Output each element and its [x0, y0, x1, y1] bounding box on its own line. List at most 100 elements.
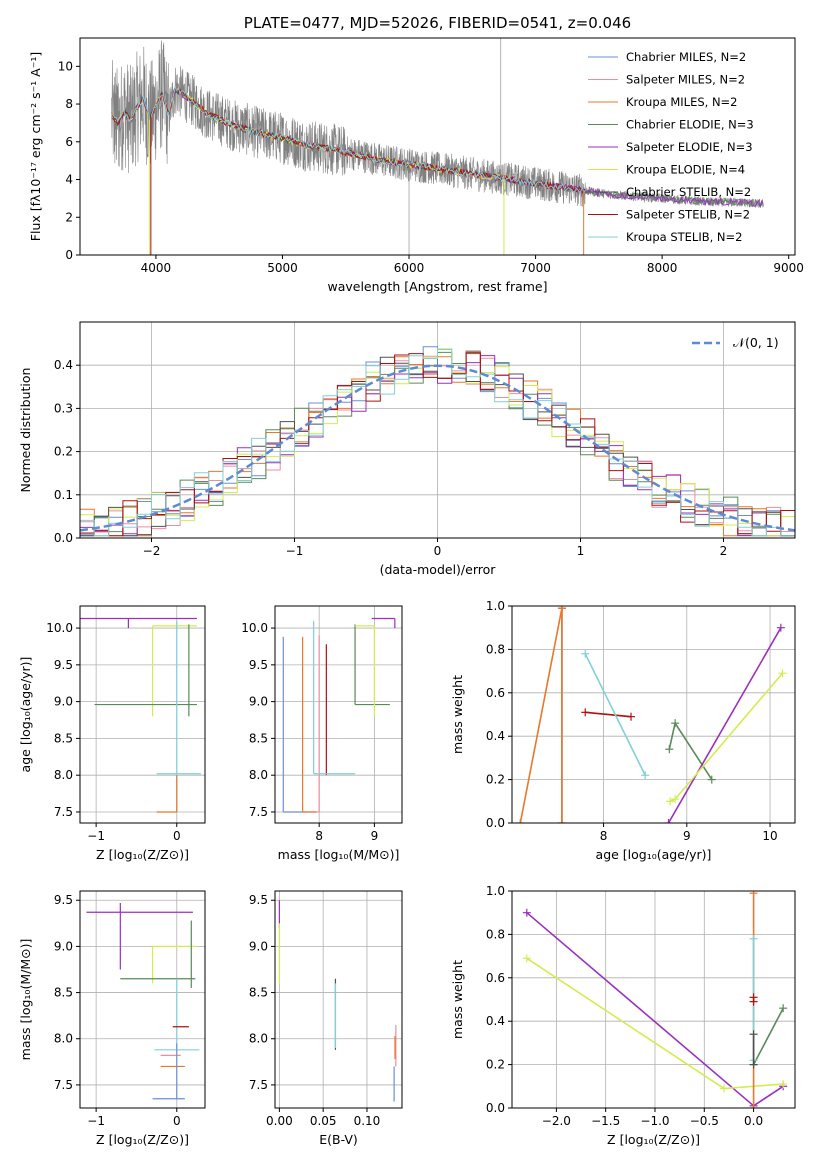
x-tick-label: 8: [600, 829, 608, 843]
y-tick-label: 0.4: [54, 358, 73, 372]
y-tick-label: 8.5: [54, 731, 73, 745]
x-tick-label: 5000: [267, 261, 298, 275]
x-axis-label: E(B-V): [319, 1132, 358, 1147]
y-tick-label: 1.0: [486, 599, 505, 613]
panel-weight-Z: −2.0 −1.5 −1.0 −0.5 0.0 0.0 0.2 0.4 0.6 0.8 1.0 Z […: [450, 884, 796, 1147]
histogram: [80, 351, 795, 537]
axes-frame: [79, 890, 206, 1109]
series-line: [584, 653, 646, 776]
plot-area: [80, 346, 795, 537]
x-tick-label: 0.05: [310, 1114, 337, 1128]
axes-frame: [79, 321, 796, 539]
x-tick-label: 9: [371, 829, 379, 843]
y-tick-label: 8.0: [249, 768, 268, 782]
y-tick-label: 1.0: [486, 884, 505, 898]
panel-weight-age: 8 9 10 0.0 0.2 0.4 0.6 0.8 1.0 age [log₁₀(age/yr)…: [450, 599, 796, 862]
y-tick-label: 0.4: [486, 729, 505, 743]
x-tick-label: 7000: [520, 261, 551, 275]
y-tick-label: 9.0: [54, 939, 73, 953]
legend-entry: 𝒩(0, 1): [733, 335, 779, 350]
x-tick-label: 0.0: [744, 1114, 763, 1128]
legend-entry: Chabrier STELIB, N=2: [626, 185, 751, 199]
x-tick-label: 2: [720, 544, 728, 558]
legend-entry: Kroupa MILES, N=2: [626, 95, 738, 109]
y-tick-label: 8: [65, 97, 73, 111]
y-tick-label: 0.2: [486, 773, 505, 787]
plot-area: [80, 617, 201, 813]
panel-age-Z: −1 0 7.5 8.0 8.5 9.0 9.5 10.0 Z [log₁₀(Z/Z⊙)] age…: [18, 605, 206, 862]
series-line: [752, 1007, 784, 1065]
series-line: [667, 627, 782, 823]
normal-curve: [80, 364, 795, 532]
y-tick-label: 10.0: [241, 621, 268, 635]
x-tick-label: −0.5: [690, 1114, 719, 1128]
y-tick-label: 0.0: [54, 531, 73, 545]
x-tick-label: −2: [143, 544, 161, 558]
chart-title: PLATE=0477, MJD=52026, FIBERID=0541, z=0…: [244, 14, 631, 32]
x-axis-label: Z [log₁₀(Z/Z⊙)]: [96, 1132, 189, 1147]
axes-frame: [511, 890, 796, 1109]
grid: [512, 890, 795, 1109]
panel-residuals: −2 −1 0 1 2 0.0 0.1 0.2 0.3 0.4 (data-model)/error…: [18, 321, 796, 577]
x-tick-label: 0: [173, 1114, 181, 1128]
grid: [80, 891, 205, 1108]
y-axis-label: mass weight: [450, 675, 465, 754]
series-line: [519, 608, 563, 823]
y-tick-label: 8.0: [54, 1032, 73, 1046]
x-tick-label: 8000: [647, 261, 678, 275]
legend-entry: Kroupa ELODIE, N=4: [626, 163, 745, 177]
y-tick-label: 10: [58, 59, 73, 73]
x-tick-label: 4000: [141, 261, 172, 275]
x-tick-label: −1: [286, 544, 304, 558]
y-tick-label: 0.6: [486, 971, 505, 985]
y-tick-label: 8.5: [249, 986, 268, 1000]
y-tick-label: 8.0: [249, 1032, 268, 1046]
y-tick-label: 6: [65, 135, 73, 149]
x-axis-label: Z [log₁₀(Z/Z⊙)]: [96, 847, 189, 862]
x-tick-label: 1: [577, 544, 585, 558]
y-tick-label: 8.5: [54, 986, 73, 1000]
y-tick-label: 9.5: [54, 893, 73, 907]
x-tick-label: 9: [683, 829, 691, 843]
model-curve: [111, 85, 586, 195]
y-axis-label: mass [log₁₀(M/M⊙)]: [18, 939, 33, 1061]
x-tick-label: −1: [87, 829, 105, 843]
x-tick-label: 9000: [773, 261, 804, 275]
legend-entry: Chabrier MILES, N=2: [626, 50, 746, 64]
y-tick-label: 0.3: [54, 401, 73, 415]
x-axis-label: age [log₁₀(age/yr)]: [596, 847, 712, 862]
x-tick-label: −2.0: [542, 1114, 571, 1128]
axes-frame: [79, 605, 206, 824]
x-axis-label: (data-model)/error: [380, 562, 497, 577]
y-tick-label: 0.8: [486, 642, 505, 656]
series-line: [668, 721, 713, 781]
y-tick-label: 0.1: [54, 488, 73, 502]
y-tick-label: 9.5: [54, 658, 73, 672]
legend-entry: Chabrier ELODIE, N=3: [626, 118, 754, 132]
x-tick-label: 6000: [394, 261, 425, 275]
y-tick-label: 0: [65, 248, 73, 262]
x-tick-label: 0: [434, 544, 442, 558]
y-axis-label: age [log₁₀(age/yr)]: [18, 657, 33, 773]
legend-entry: Salpeter ELODIE, N=3: [626, 140, 753, 154]
plot-area: [86, 903, 200, 1100]
model-curve: [111, 88, 586, 194]
y-tick-label: 4: [65, 173, 73, 187]
series-line: [585, 711, 632, 718]
y-axis-label: Normed distribution: [18, 368, 33, 493]
y-tick-label: 9.0: [54, 695, 73, 709]
plot-area: [278, 900, 397, 1102]
legend-entry: Salpeter MILES, N=2: [626, 73, 745, 87]
grid: [275, 891, 402, 1108]
y-tick-label: 8.0: [54, 768, 73, 782]
x-tick-label: 0.00: [266, 1114, 293, 1128]
data-spectrum: [111, 40, 764, 208]
y-tick-label: 0.2: [54, 445, 73, 459]
x-tick-label: −1.0: [640, 1114, 669, 1128]
panel-mass-Z: −1 0 7.5 8.0 8.5 9.0 9.5 Z [log₁₀(Z/Z⊙)] mass [l…: [18, 890, 206, 1147]
plot-area: [111, 38, 764, 255]
y-tick-label: 0.4: [486, 1014, 505, 1028]
plot-area: [522, 891, 788, 1108]
x-tick-label: 0.10: [354, 1114, 381, 1128]
